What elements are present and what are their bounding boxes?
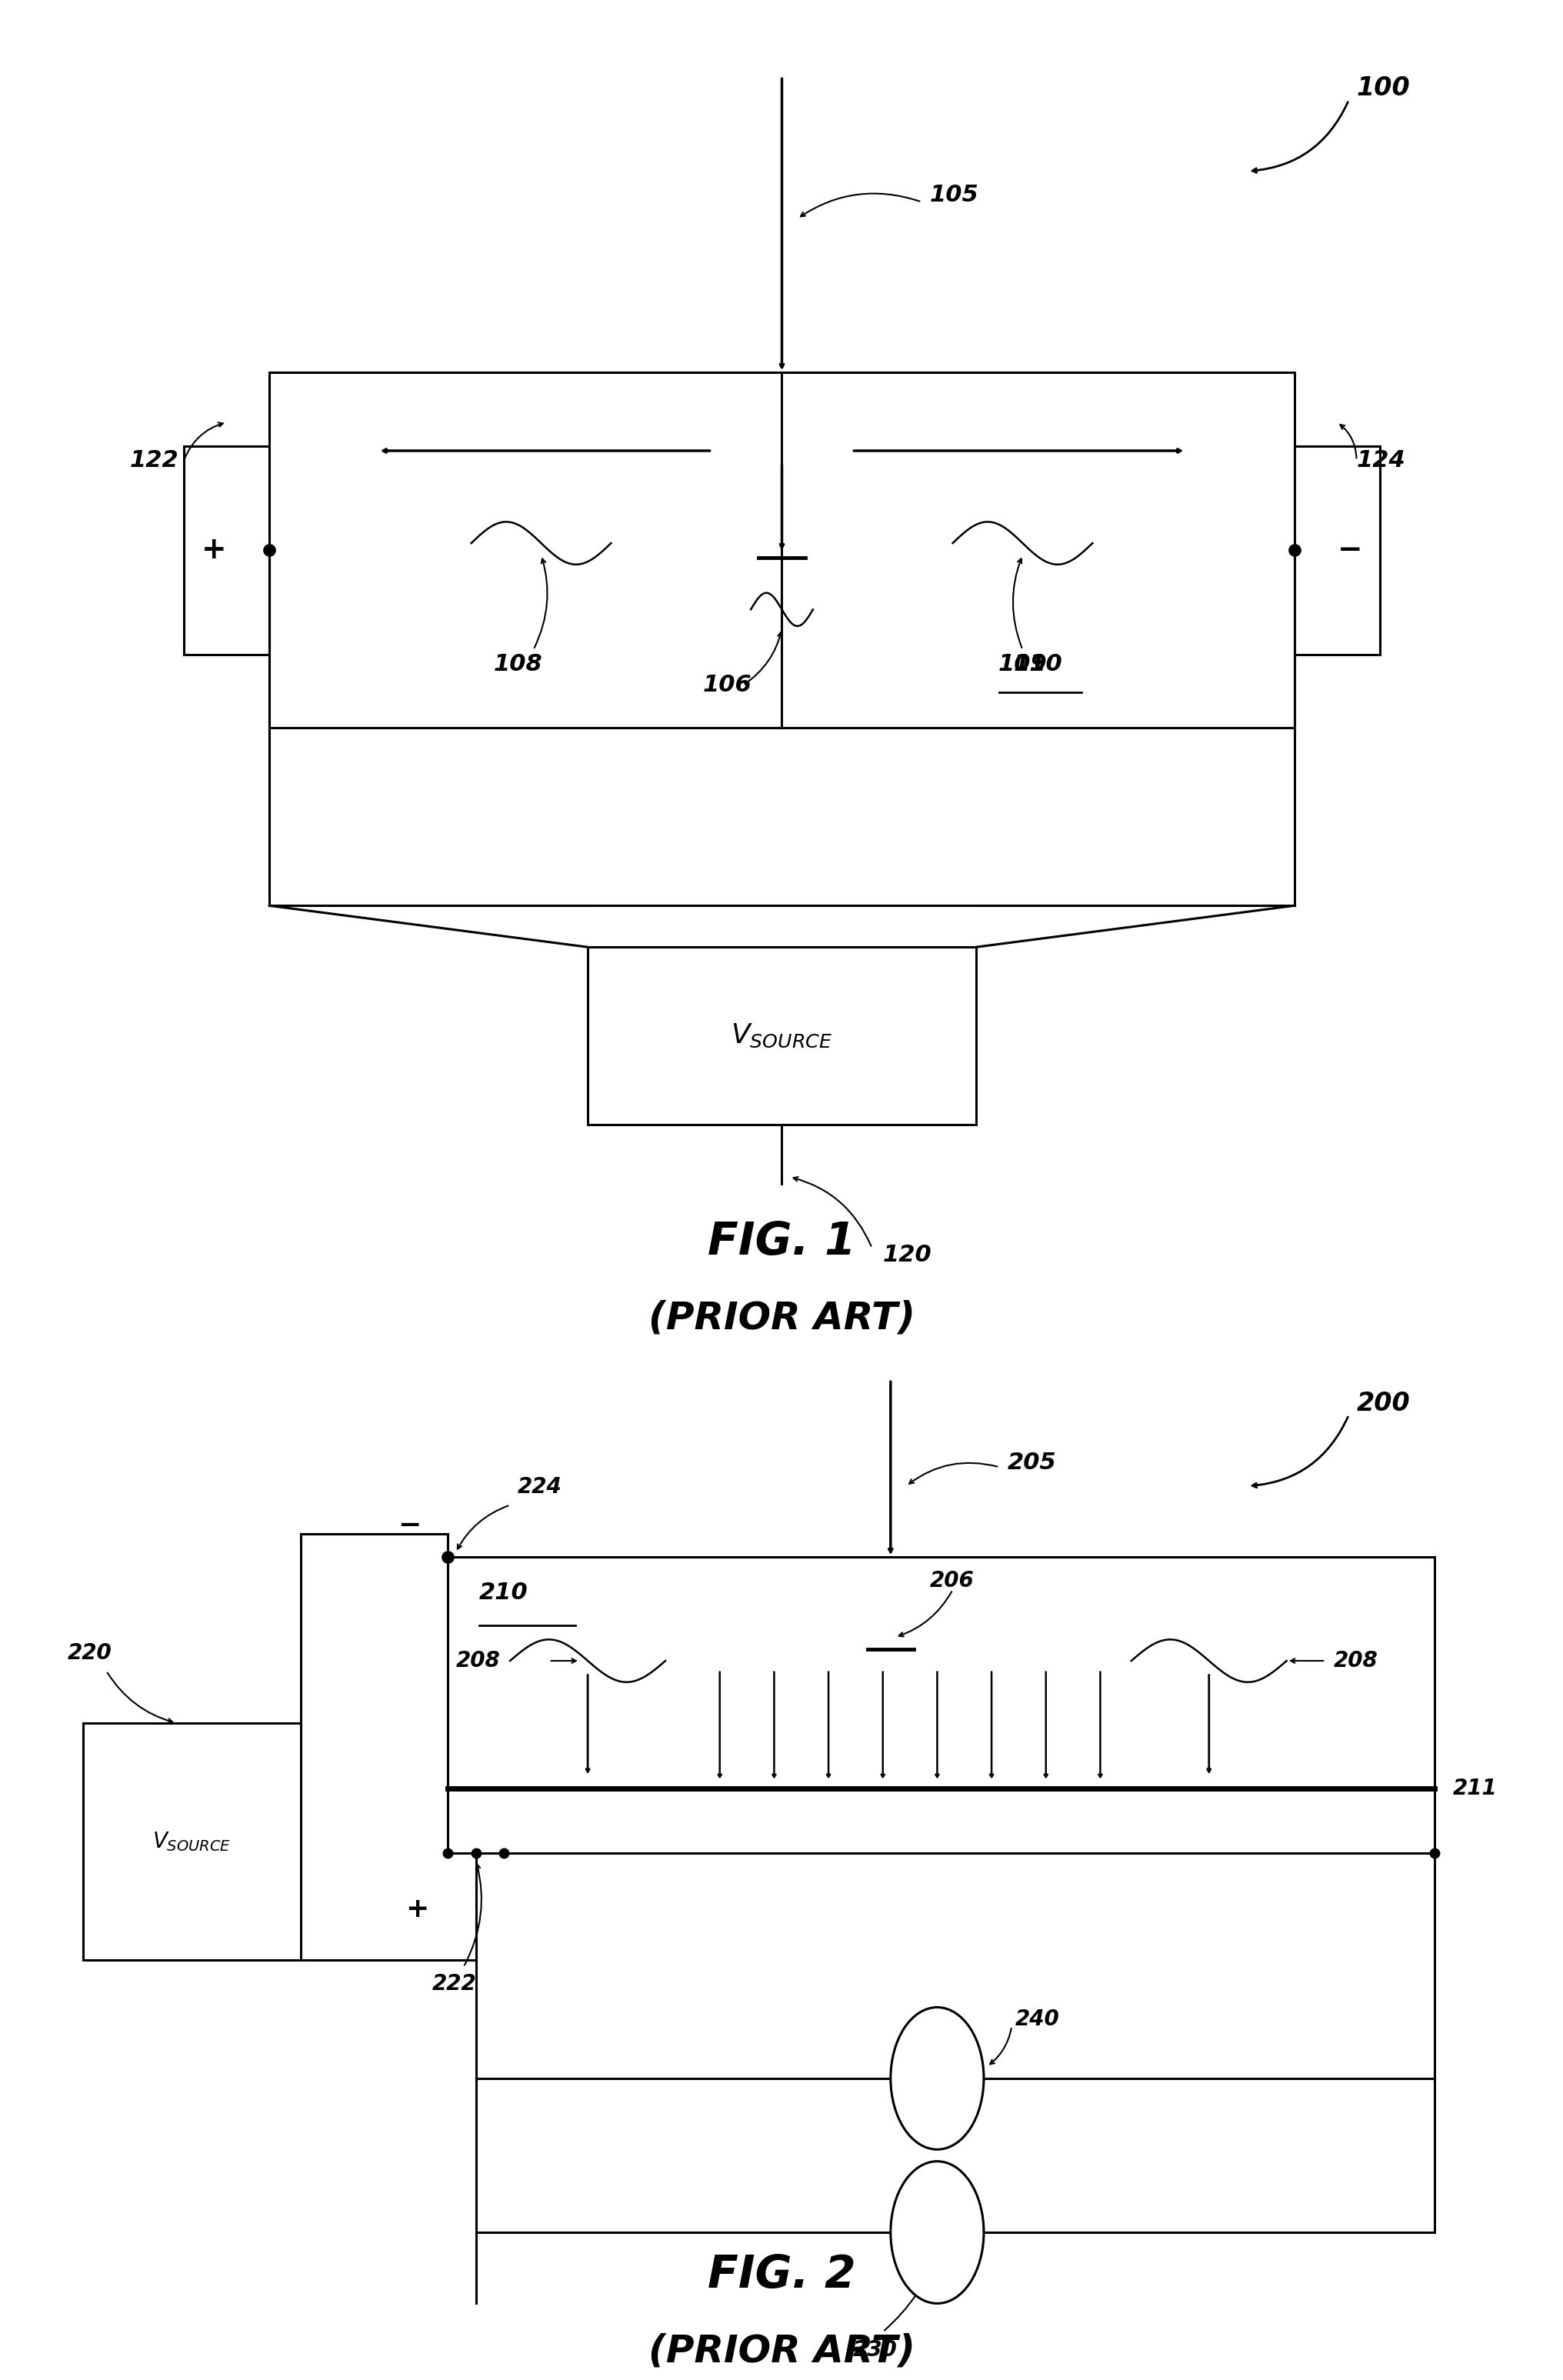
Text: 208: 208 — [455, 1649, 500, 1671]
Text: 210: 210 — [478, 1583, 528, 1604]
Text: 230: 230 — [852, 2340, 897, 2361]
Text: 224: 224 — [517, 1476, 563, 1497]
Text: 124: 124 — [1355, 450, 1405, 471]
Bar — [269, 374, 1294, 728]
Text: 100: 100 — [1355, 76, 1410, 100]
Text: −: − — [397, 1511, 420, 1537]
Text: 240: 240 — [1014, 2009, 1058, 2030]
Text: 220: 220 — [67, 1642, 113, 1664]
Text: $V_{SOURCE}$: $V_{SOURCE}$ — [730, 1023, 833, 1050]
Text: 105: 105 — [928, 183, 978, 207]
Circle shape — [891, 2161, 983, 2304]
Text: $V$: $V$ — [927, 2221, 946, 2244]
Text: +: + — [405, 1897, 428, 1923]
Text: 222: 222 — [433, 1973, 477, 1994]
Text: $V_{SOURCE}$: $V_{SOURCE}$ — [152, 1830, 231, 1854]
Text: +: + — [202, 536, 227, 564]
Bar — [1294, 445, 1379, 654]
Text: FIG. 1: FIG. 1 — [708, 1221, 855, 1264]
Circle shape — [891, 2006, 983, 2149]
Text: $I$: $I$ — [933, 2068, 941, 2090]
Text: (PRIOR ART): (PRIOR ART) — [649, 1299, 914, 1335]
Text: 120: 120 — [883, 1245, 932, 1266]
Text: −: − — [1336, 536, 1361, 564]
Text: 106: 106 — [703, 674, 752, 697]
Text: 108: 108 — [492, 652, 542, 676]
Text: FIG. 2: FIG. 2 — [708, 2254, 855, 2297]
Text: 208: 208 — [1333, 1649, 1377, 1671]
Text: 110: 110 — [1013, 652, 1063, 676]
Text: 122: 122 — [130, 450, 178, 471]
Text: 211: 211 — [1452, 1778, 1496, 1799]
Text: (PRIOR ART): (PRIOR ART) — [649, 2332, 914, 2370]
Text: 109: 109 — [997, 652, 1047, 676]
Bar — [588, 947, 975, 1126]
Bar — [83, 1723, 300, 1959]
Bar — [447, 1557, 1433, 1854]
Bar — [184, 445, 269, 654]
Text: 205: 205 — [1007, 1452, 1055, 1473]
Text: 200: 200 — [1355, 1390, 1410, 1416]
Text: 206: 206 — [928, 1571, 974, 1592]
